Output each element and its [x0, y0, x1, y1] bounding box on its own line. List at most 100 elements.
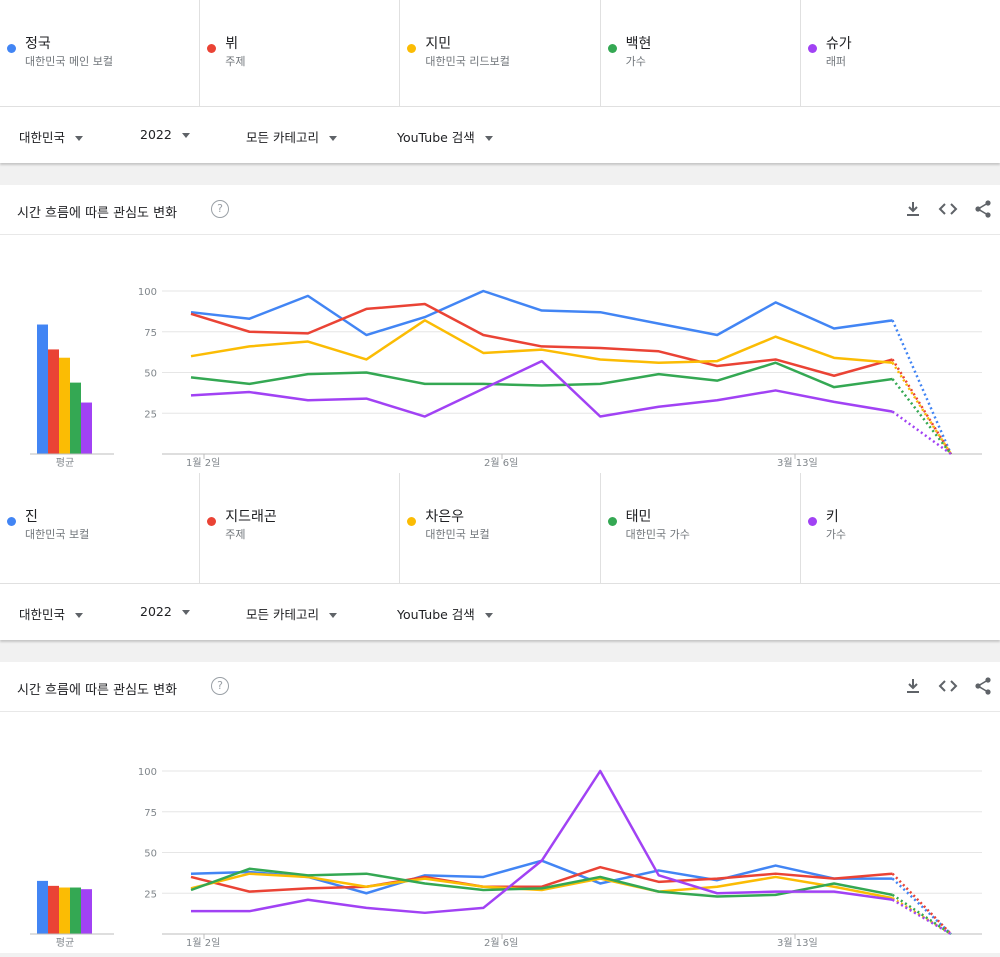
interest-over-time-chart[interactable]: 25 50 75 100 1월 2일 2월 6일 3월 13일 평균 [0, 235, 1000, 473]
embed-code-icon[interactable] [938, 676, 958, 696]
search-term-4[interactable]: 태민 대한민국 가수 [601, 473, 801, 583]
chevron-down-icon [328, 613, 337, 618]
x-tick-label: 2월 6일 [484, 457, 518, 469]
average-bar[interactable] [70, 887, 81, 934]
search-terms-bar: 정국 대한민국 메인 보컬 뷔 주제 지민 대한민국 리드보컬 백현 가수 슈가… [0, 0, 1000, 106]
share-icon[interactable] [973, 199, 993, 219]
y-tick-label: 75 [144, 808, 157, 819]
average-bar[interactable] [37, 880, 48, 934]
download-icon[interactable] [903, 199, 923, 219]
search-term-name: 키 [825, 509, 839, 525]
chevron-down-icon [484, 613, 493, 618]
embed-code-icon[interactable] [938, 199, 958, 219]
search-terms-bar: 진 대한민국 보컬 지드래곤 주제 차은우 대한민국 보컬 태민 대한민국 가수… [0, 473, 1000, 583]
series-color-dot [7, 517, 16, 526]
search-term-type: 대한민국 가수 [625, 528, 690, 541]
series-partial-segment [891, 319, 953, 455]
search-type-dropdown[interactable]: YouTube 검색 [397, 604, 493, 623]
average-bar[interactable] [70, 382, 81, 454]
interest-over-time-card-1: 시간 흐름에 따른 관심도 변화 ? 25 50 75 100 1월 2일 2월 6일 3월… [0, 185, 1000, 473]
chevron-down-icon [484, 136, 493, 141]
search-term-5[interactable]: 키 가수 [801, 473, 1000, 583]
average-bar[interactable] [81, 889, 92, 934]
search-term-2[interactable]: 지드래곤 주제 [200, 473, 401, 583]
series-color-dot [607, 517, 617, 526]
category-label: 모든 카테고리 [246, 607, 319, 622]
series-line[interactable] [190, 867, 893, 898]
series-color-dot [407, 517, 417, 526]
series-line[interactable] [190, 359, 893, 418]
period-dropdown[interactable]: 2022 [140, 127, 190, 142]
series-line[interactable] [190, 302, 893, 378]
share-icon[interactable] [973, 676, 993, 696]
search-term-name: 진 [25, 509, 38, 525]
search-term-type: 대한민국 보컬 [25, 528, 90, 541]
y-tick-label: 25 [144, 889, 157, 900]
series-partial-segment [891, 893, 952, 936]
search-term-type: 대한민국 보컬 [425, 528, 490, 541]
card-header: 시간 흐름에 따른 관심도 변화 ? [0, 185, 1000, 235]
period-label: 2022 [140, 604, 172, 619]
series-partial-segment [891, 872, 952, 935]
average-bar[interactable] [48, 885, 59, 934]
series-partial-segment [891, 877, 952, 935]
category-dropdown[interactable]: 모든 카테고리 [246, 604, 337, 623]
filter-bar: 대한민국 2022 모든 카테고리 YouTube 검색 [0, 106, 1000, 163]
series-line[interactable] [190, 872, 893, 900]
search-term-type: 대한민국 메인 보컬 [25, 55, 113, 68]
series-line[interactable] [190, 289, 893, 337]
x-tick-label: 1월 2일 [186, 457, 220, 469]
filter-bar: 대한민국 2022 모든 카테고리 YouTube 검색 [0, 583, 1000, 640]
average-bar[interactable] [37, 324, 48, 454]
search-term-type: 주제 [225, 55, 246, 68]
series-color-dot [207, 517, 217, 526]
download-icon[interactable] [903, 676, 923, 696]
x-tick-label: 2월 6일 [484, 937, 518, 949]
x-tick-label: 3월 13일 [777, 937, 818, 949]
category-dropdown[interactable]: 모든 카테고리 [246, 127, 337, 146]
help-icon[interactable]: ? [211, 200, 229, 218]
series-line[interactable] [190, 319, 893, 364]
period-dropdown[interactable]: 2022 [140, 604, 190, 619]
chevron-down-icon [328, 136, 337, 141]
search-term-5[interactable]: 슈가 래퍼 [801, 0, 1000, 106]
search-term-name: 태민 [625, 509, 652, 525]
region-label: 대한민국 [19, 130, 66, 145]
search-term-name: 지민 [425, 36, 452, 52]
search-term-1[interactable]: 정국 대한민국 메인 보컬 [0, 0, 201, 106]
series-line[interactable] [190, 865, 893, 893]
region-dropdown[interactable]: 대한민국 [19, 127, 84, 146]
comparison-panel-2: 진 대한민국 보컬 지드래곤 주제 차은우 대한민국 보컬 태민 대한민국 가수… [0, 473, 1000, 640]
search-term-4[interactable]: 백현 가수 [601, 0, 801, 106]
series-partial-segment [891, 898, 952, 936]
search-term-3[interactable]: 지민 대한민국 리드보컬 [400, 0, 601, 106]
search-term-2[interactable]: 뷔 주제 [200, 0, 401, 106]
series-color-dot [407, 44, 417, 53]
chevron-down-icon [75, 613, 84, 618]
search-term-name: 차은우 [425, 509, 465, 525]
y-tick-label: 25 [144, 409, 157, 420]
search-term-1[interactable]: 진 대한민국 보컬 [0, 473, 201, 583]
chart-area: 25 50 75 100 1월 2일 2월 6일 3월 13일 평균 [0, 235, 1000, 475]
series-partial-segment [891, 358, 953, 455]
interest-over-time-chart[interactable]: 25 50 75 100 1월 2일 2월 6일 3월 13일 평균 [0, 712, 1000, 953]
search-type-label: YouTube 검색 [397, 607, 475, 622]
series-partial-segment [891, 378, 952, 455]
series-line[interactable] [190, 361, 893, 389]
average-label: 평균 [56, 937, 74, 949]
average-bar[interactable] [81, 402, 92, 454]
average-bar[interactable] [59, 357, 70, 454]
average-bar[interactable] [59, 887, 70, 934]
y-tick-label: 75 [144, 328, 157, 339]
search-term-3[interactable]: 차은우 대한민국 보컬 [400, 473, 601, 583]
card-title: 시간 흐름에 따른 관심도 변화 [17, 206, 178, 221]
search-term-type: 가수 [625, 55, 646, 68]
average-bar[interactable] [48, 349, 59, 454]
help-icon[interactable]: ? [211, 677, 229, 695]
category-label: 모든 카테고리 [246, 130, 319, 145]
series-line[interactable] [191, 769, 893, 915]
region-dropdown[interactable]: 대한민국 [19, 604, 84, 623]
chevron-down-icon [181, 133, 190, 138]
search-term-name: 백현 [625, 36, 652, 52]
search-type-dropdown[interactable]: YouTube 검색 [397, 127, 493, 146]
